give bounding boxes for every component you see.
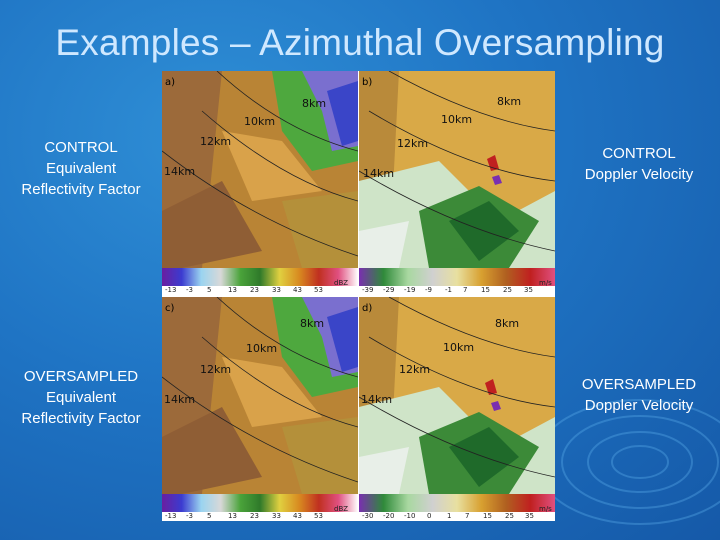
reflectivity-colorbar-c bbox=[162, 494, 358, 512]
reflectivity-colorbar-a bbox=[162, 268, 358, 286]
range-ring-12km: 12km bbox=[399, 363, 431, 376]
range-ring-10km: 10km bbox=[443, 341, 475, 354]
range-ring-14km: 14km bbox=[164, 393, 196, 406]
panel-a-reflectivity: a) 8km 10km 12km 14km bbox=[162, 71, 358, 268]
panel-d-velocity: d) 8km 10km 12km 14km bbox=[359, 297, 555, 494]
panel-b-velocity: b) 8km 10km 12km 14km bbox=[359, 71, 555, 268]
range-ring-10km: 10km bbox=[441, 113, 473, 126]
slide-title: Examples – Azimuthal Oversampling bbox=[55, 22, 665, 63]
range-ring-14km: 14km bbox=[164, 165, 196, 178]
velocity-ticks-d: -30 -20 -10 0 1 7 15 25 35 m/s bbox=[362, 505, 552, 520]
range-ring-12km: 12km bbox=[397, 137, 429, 150]
panel-c-reflectivity: c) 8km 10km 12km 14km bbox=[162, 297, 358, 494]
velocity-colorbar-d bbox=[359, 494, 555, 512]
velocity-colorbar-b bbox=[359, 268, 555, 286]
radar-figure: a) 8km 10km 12km 14km -13 -3 5 13 23 33 … bbox=[162, 71, 555, 521]
panel-c-letter: c) bbox=[165, 303, 175, 314]
range-ring-8km: 8km bbox=[302, 97, 327, 110]
panel-b-letter: b) bbox=[362, 77, 373, 88]
panel-d-letter: d) bbox=[362, 303, 373, 314]
velocity-ticks-b: -39 -29 -19 -9 -1 7 15 25 35 m/s bbox=[362, 279, 552, 294]
range-ring-10km: 10km bbox=[244, 115, 276, 128]
control-velocity-label: CONTROL Doppler Velocity bbox=[584, 145, 694, 183]
range-ring-8km: 8km bbox=[497, 95, 522, 108]
range-ring-12km: 12km bbox=[200, 135, 232, 148]
range-ring-14km: 14km bbox=[363, 167, 395, 180]
range-ring-8km: 8km bbox=[495, 317, 520, 330]
range-ring-12km: 12km bbox=[200, 363, 232, 376]
reflectivity-ticks-c: -13 -3 5 13 23 33 43 53 dBZ bbox=[165, 505, 349, 520]
range-ring-14km: 14km bbox=[361, 393, 393, 406]
control-reflectivity-label: CONTROL Equivalent Reflectivity Factor bbox=[21, 139, 141, 198]
panel-a-letter: a) bbox=[165, 77, 176, 88]
oversampled-reflectivity-label: OVERSAMPLED Equivalent Reflectivity Fact… bbox=[21, 368, 141, 427]
reflectivity-ticks-a: -13 -3 5 13 23 33 43 53 dBZ bbox=[165, 279, 349, 294]
oversampled-velocity-label: OVERSAMPLED Doppler Velocity bbox=[581, 376, 697, 414]
range-ring-10km: 10km bbox=[246, 342, 278, 355]
range-ring-8km: 8km bbox=[300, 317, 325, 330]
